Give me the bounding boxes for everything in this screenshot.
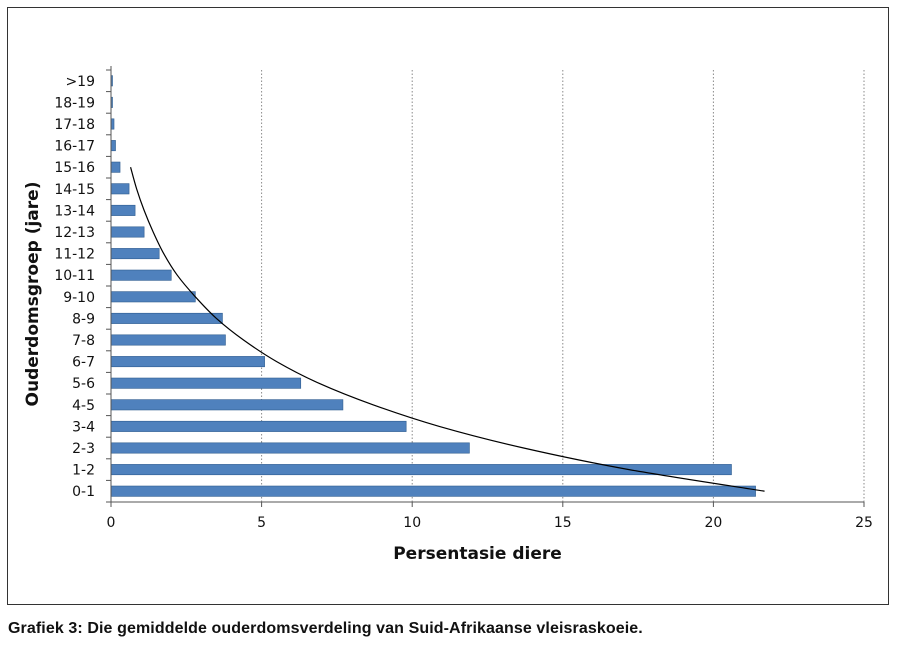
y-tick-labels: 0-1 1-2 2-3 3-4 4-5 5-6 6-7 7-8 8-9 9-10 10-11 11-1… [54, 74, 95, 500]
y-tick-label: 12-13 [54, 225, 95, 241]
y-tick-label: 16-17 [54, 139, 95, 155]
bar [110, 269, 172, 281]
y-tick-label: 15-16 [54, 160, 95, 176]
y-tick-label: 1-2 [72, 463, 95, 479]
y-tick-label: 7-8 [72, 333, 95, 349]
y-tick-label: 8-9 [72, 311, 95, 327]
axes [106, 66, 865, 507]
y-tick-label: 3-4 [72, 419, 95, 435]
x-tick-label: 5 [257, 515, 266, 531]
y-tick-label: 9-10 [63, 290, 95, 306]
bar [110, 226, 145, 238]
y-tick-label: 6-7 [72, 355, 95, 371]
x-tick-label: 25 [855, 515, 873, 531]
bar [110, 291, 196, 303]
bar [110, 356, 265, 368]
y-tick-label: 10-11 [54, 268, 95, 284]
y-tick-label: 0-1 [72, 484, 95, 500]
bar [110, 161, 121, 173]
x-tick-labels: 0 5 10 15 20 25 [107, 515, 873, 531]
y-tick-label: >19 [65, 74, 95, 90]
y-tick-label: 11-12 [54, 247, 95, 263]
grid-lines [261, 70, 865, 502]
x-tick-label: 0 [107, 515, 116, 531]
trendline [130, 167, 765, 492]
y-axis-title: Ouderdomsgroep (jare) [23, 182, 43, 407]
bar [110, 377, 302, 389]
x-axis-title: Persentasie diere [393, 544, 562, 564]
y-tick-label: 17-18 [54, 117, 95, 133]
x-tick-label: 10 [403, 515, 421, 531]
bar [110, 204, 136, 216]
y-tick-label: 2-3 [72, 441, 95, 457]
bar [110, 442, 470, 454]
bar [110, 312, 223, 324]
bar [110, 399, 344, 411]
y-tick-label: 18-19 [54, 95, 95, 111]
bar [110, 464, 732, 476]
x-tick-label: 20 [704, 515, 722, 531]
trendline-group [130, 167, 765, 492]
bar [110, 248, 160, 260]
y-tick-label: 13-14 [54, 203, 95, 219]
bar [110, 485, 756, 497]
bar [110, 140, 116, 152]
bars [110, 75, 756, 497]
figure-caption: Grafiek 3: Die gemiddelde ouderdomsverde… [8, 620, 643, 637]
y-tick-label: 14-15 [54, 182, 95, 198]
bar-chart: 0-1 1-2 2-3 3-4 4-5 5-6 6-7 7-8 8-9 9-10 10-11 11-1… [23, 66, 873, 564]
y-tick-label: 4-5 [72, 398, 95, 414]
chart-frame: 0-1 1-2 2-3 3-4 4-5 5-6 6-7 7-8 8-9 9-10 10-11 11-1… [7, 7, 889, 605]
bar [110, 420, 407, 432]
x-tick-label: 15 [554, 515, 572, 531]
bar [110, 334, 226, 346]
y-tick-label: 5-6 [72, 376, 95, 392]
bar [110, 183, 130, 195]
